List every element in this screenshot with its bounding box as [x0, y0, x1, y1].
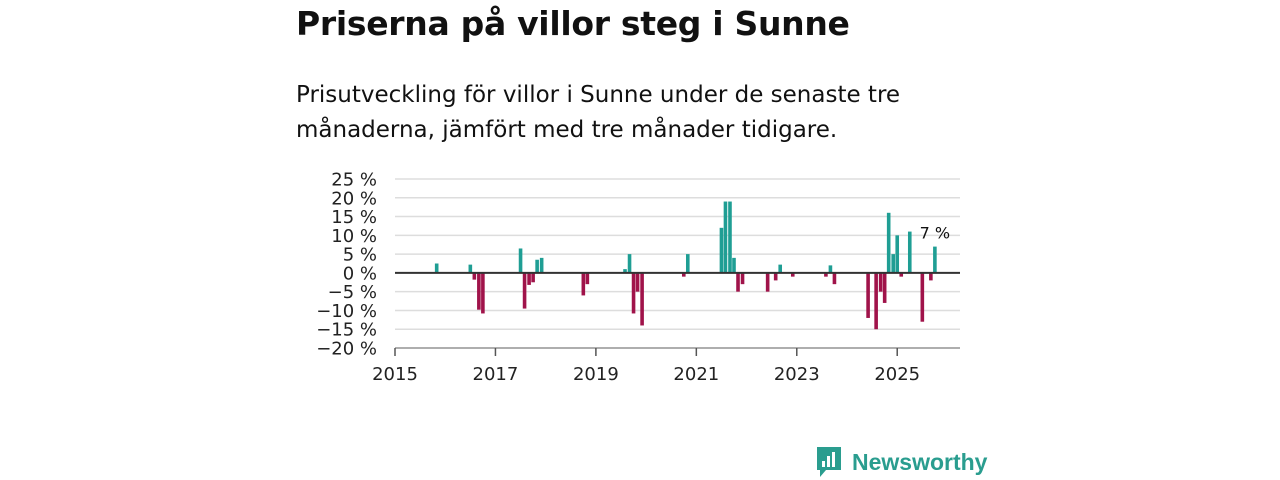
bar [736, 272, 740, 292]
x-tick-label: 2015 [372, 364, 418, 385]
bar [522, 272, 527, 309]
y-axis: 25 %20 %15 %10 %5 %0 %−5 %−10 %−15 %−20 … [316, 170, 377, 360]
bar [623, 269, 627, 273]
last-value-label: 7 % [920, 224, 950, 243]
bars [434, 201, 937, 330]
bar [929, 272, 933, 281]
bar [531, 272, 535, 283]
y-tick-label: 10 % [331, 226, 377, 247]
y-tick-label: 20 % [331, 188, 377, 209]
bar [723, 201, 728, 273]
brand-name: Newsworthy [852, 448, 988, 475]
y-tick-label: −20 % [316, 339, 377, 360]
bar [765, 272, 770, 292]
bar [527, 272, 531, 285]
bar [635, 272, 640, 292]
bar [681, 272, 686, 277]
bar [882, 272, 887, 303]
bar [878, 272, 883, 292]
y-tick-label: −5 % [328, 282, 377, 303]
y-tick-label: 5 % [343, 245, 377, 266]
y-tick-label: 15 % [331, 207, 377, 228]
bar [640, 272, 644, 326]
bar [468, 264, 473, 273]
bar [719, 227, 724, 273]
bar [920, 272, 925, 322]
bar [773, 272, 778, 281]
bar [685, 254, 690, 273]
x-tick-label: 2025 [874, 364, 920, 385]
bar [899, 272, 904, 277]
bar [907, 231, 912, 273]
bar [874, 272, 878, 330]
y-tick-label: 25 % [331, 170, 377, 191]
bar [886, 212, 891, 273]
newsworthy-logo[interactable]: Newsworthy [814, 444, 987, 480]
x-tick-label: 2017 [473, 364, 519, 385]
bar [891, 254, 896, 273]
bar [933, 246, 937, 273]
bar [539, 257, 544, 273]
bar [866, 272, 870, 318]
bar [518, 248, 523, 273]
x-axis: 2015 2017 2019 2021 2023 2025 [372, 271, 960, 385]
bar [832, 272, 837, 285]
bar [740, 272, 745, 285]
bar [477, 272, 481, 310]
bar [790, 272, 795, 277]
x-tick-label: 2019 [573, 364, 619, 385]
chart-title: Priserna på villor steg i Sunne [296, 4, 850, 43]
bar [631, 272, 636, 314]
bar [828, 265, 833, 273]
y-tick-label: −10 % [316, 301, 377, 322]
y-tick-label: −15 % [316, 320, 377, 341]
bar [535, 259, 539, 273]
bar [732, 257, 736, 273]
bar [481, 272, 485, 314]
y-tick-label: 0 % [343, 263, 377, 284]
bar [728, 201, 732, 273]
bar [778, 264, 783, 273]
bar [581, 272, 586, 296]
x-tick-label: 2023 [774, 364, 820, 385]
x-tick-label: 2021 [673, 364, 719, 385]
bar [824, 272, 828, 277]
chart-subtitle: Prisutveckling för villor i Sunne under … [296, 82, 901, 143]
annotations: 7 % [920, 224, 950, 243]
bar [585, 272, 590, 285]
newsworthy-icon [817, 447, 841, 477]
bar [434, 263, 439, 273]
bar [472, 272, 477, 280]
bar [627, 254, 632, 273]
bar [895, 235, 900, 273]
